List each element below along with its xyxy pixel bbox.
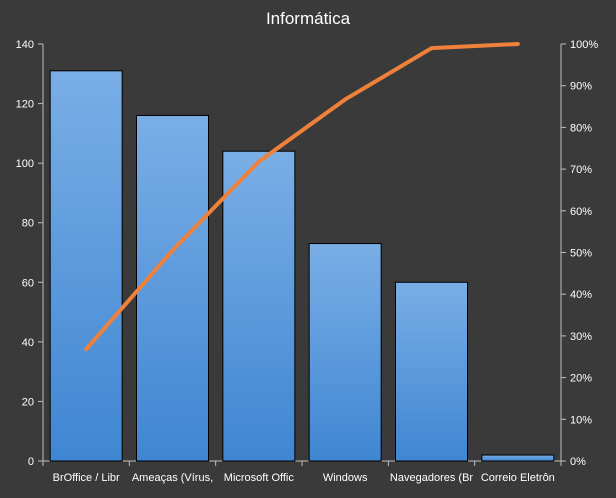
bar (308, 243, 382, 462)
x-tick-label: BrOffice / Libr (53, 472, 120, 484)
cumulative-line (84, 42, 520, 352)
y2-tick-label: 60% (570, 206, 592, 218)
chart-title: Informática (266, 9, 351, 28)
bar (49, 70, 123, 462)
bar (222, 150, 296, 462)
y-tick-label: 100 (16, 158, 34, 170)
plot-area: 0 20 40 60 80 100 120 140 0% 10% 20% 30% 40% 50% 60% 70… (16, 39, 599, 484)
y2-tick-label: 80% (570, 122, 592, 134)
bar (395, 281, 468, 462)
y2-tick-label: 30% (570, 331, 592, 343)
y-tick-label: 140 (16, 39, 34, 51)
y2-tick-label: 70% (570, 164, 592, 176)
y-tick-label: 80 (22, 218, 34, 230)
y2-tick-label: 50% (570, 248, 592, 260)
y2-tick-label: 100% (570, 39, 598, 51)
y-tick-label: 0 (28, 456, 34, 468)
y2-tick-label: 0% (570, 456, 586, 468)
x-tick-label: Ameaças (Vírus, (132, 472, 213, 484)
y2-tick-label: 90% (570, 81, 592, 93)
y2-tick-label: 40% (570, 289, 592, 301)
x-tick-label: Correio Eletrôn (481, 472, 555, 484)
x-tick-label: Navegadores (Br (390, 472, 473, 484)
x-tick-label: Microsoft Offic (224, 472, 295, 484)
bar (136, 114, 209, 462)
y2-tick-label: 10% (570, 414, 592, 426)
y-tick-label: 20 (22, 396, 34, 408)
y2-tick-label: 20% (570, 373, 592, 385)
y-tick-label: 60 (22, 277, 34, 289)
bar (481, 454, 555, 462)
y-tick-label: 120 (16, 99, 34, 111)
y-tick-label: 40 (22, 337, 34, 349)
x-tick-label: Windows (323, 472, 368, 484)
